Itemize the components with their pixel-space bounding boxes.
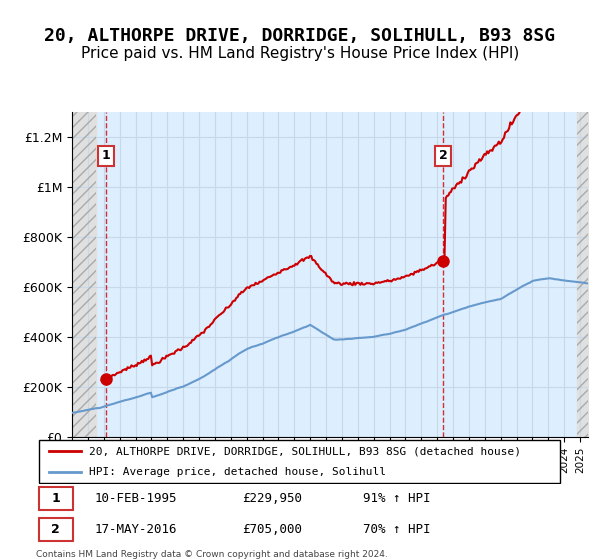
- Text: 91% ↑ HPI: 91% ↑ HPI: [364, 492, 431, 506]
- Text: Contains HM Land Registry data © Crown copyright and database right 2024.
This d: Contains HM Land Registry data © Crown c…: [36, 550, 388, 560]
- FancyBboxPatch shape: [38, 487, 73, 511]
- FancyBboxPatch shape: [38, 517, 73, 541]
- Text: £705,000: £705,000: [242, 522, 302, 536]
- Text: 10-FEB-1995: 10-FEB-1995: [94, 492, 176, 506]
- Text: 1: 1: [51, 492, 60, 506]
- Text: 70% ↑ HPI: 70% ↑ HPI: [364, 522, 431, 536]
- FancyBboxPatch shape: [38, 440, 560, 483]
- Text: 20, ALTHORPE DRIVE, DORRIDGE, SOLIHULL, B93 8SG (detached house): 20, ALTHORPE DRIVE, DORRIDGE, SOLIHULL, …: [89, 446, 521, 456]
- Text: 2: 2: [439, 150, 448, 162]
- Text: HPI: Average price, detached house, Solihull: HPI: Average price, detached house, Soli…: [89, 468, 386, 478]
- Text: Price paid vs. HM Land Registry's House Price Index (HPI): Price paid vs. HM Land Registry's House …: [81, 46, 519, 60]
- Text: £229,950: £229,950: [242, 492, 302, 506]
- Text: 20, ALTHORPE DRIVE, DORRIDGE, SOLIHULL, B93 8SG: 20, ALTHORPE DRIVE, DORRIDGE, SOLIHULL, …: [44, 27, 556, 45]
- Text: 2: 2: [51, 522, 60, 536]
- Text: 1: 1: [101, 150, 110, 162]
- Text: 17-MAY-2016: 17-MAY-2016: [94, 522, 176, 536]
